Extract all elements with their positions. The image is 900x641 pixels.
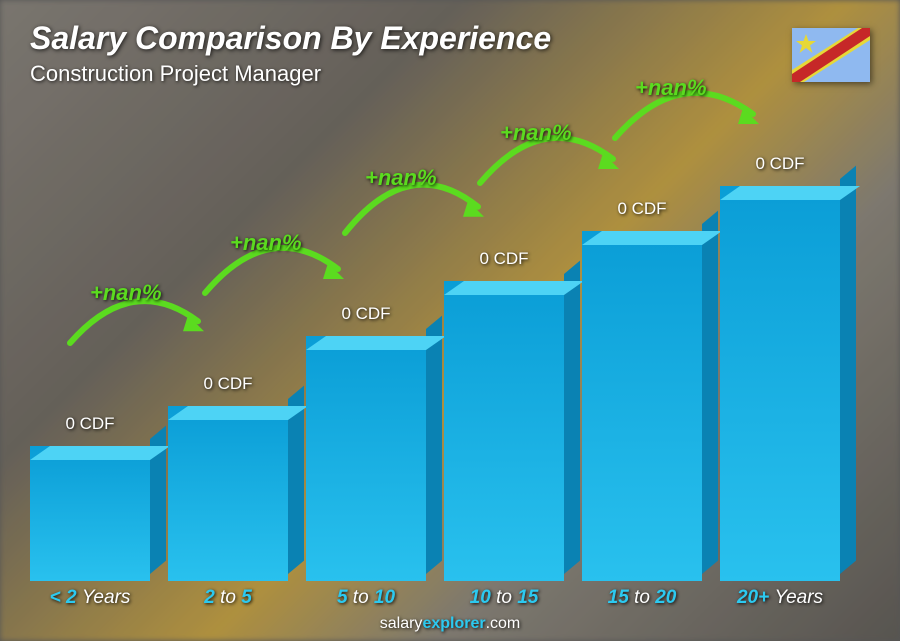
bar <box>582 231 702 581</box>
bar <box>168 406 288 581</box>
category-label: 2 to 5 <box>168 587 288 609</box>
bar-group: 0 CDF <box>30 414 150 581</box>
bar <box>30 446 150 581</box>
footer-brand: salary <box>380 615 423 632</box>
bar-group: 0 CDF <box>444 249 564 581</box>
bar-group: 0 CDF <box>306 304 426 581</box>
chart-container: Salary Comparison By Experience Construc… <box>0 0 900 641</box>
bar-value-label: 0 CDF <box>203 374 252 394</box>
bar-value-label: 0 CDF <box>617 199 666 219</box>
bar-value-label: 0 CDF <box>479 249 528 269</box>
bar <box>306 336 426 581</box>
flag-icon <box>792 28 870 82</box>
category-label: < 2 Years <box>30 587 150 609</box>
bar-value-label: 0 CDF <box>65 414 114 434</box>
category-label: 5 to 10 <box>306 587 426 609</box>
bar <box>444 281 564 581</box>
bar-value-label: 0 CDF <box>755 154 804 174</box>
chart-subtitle: Construction Project Manager <box>30 61 860 87</box>
bar-chart: 0 CDF 0 CDF 0 CDF 0 CDF 0 CDF 0 CDF <box>30 110 840 581</box>
bar-group: 0 CDF <box>168 374 288 581</box>
footer-attribution: salaryexplorer.com <box>0 615 900 633</box>
bar <box>720 186 840 581</box>
footer-tld: .com <box>486 615 521 632</box>
category-label: 10 to 15 <box>444 587 564 609</box>
chart-title: Salary Comparison By Experience <box>30 20 860 57</box>
category-label: 15 to 20 <box>582 587 702 609</box>
category-label: 20+ Years <box>720 587 840 609</box>
bar-group: 0 CDF <box>582 199 702 581</box>
x-axis-labels: < 2 Years 2 to 5 5 to 10 10 to 15 15 to 20 20… <box>30 587 840 609</box>
footer-domain: explorer <box>422 615 485 632</box>
header: Salary Comparison By Experience Construc… <box>30 20 860 87</box>
bar-group: 0 CDF <box>720 154 840 581</box>
bar-value-label: 0 CDF <box>341 304 390 324</box>
